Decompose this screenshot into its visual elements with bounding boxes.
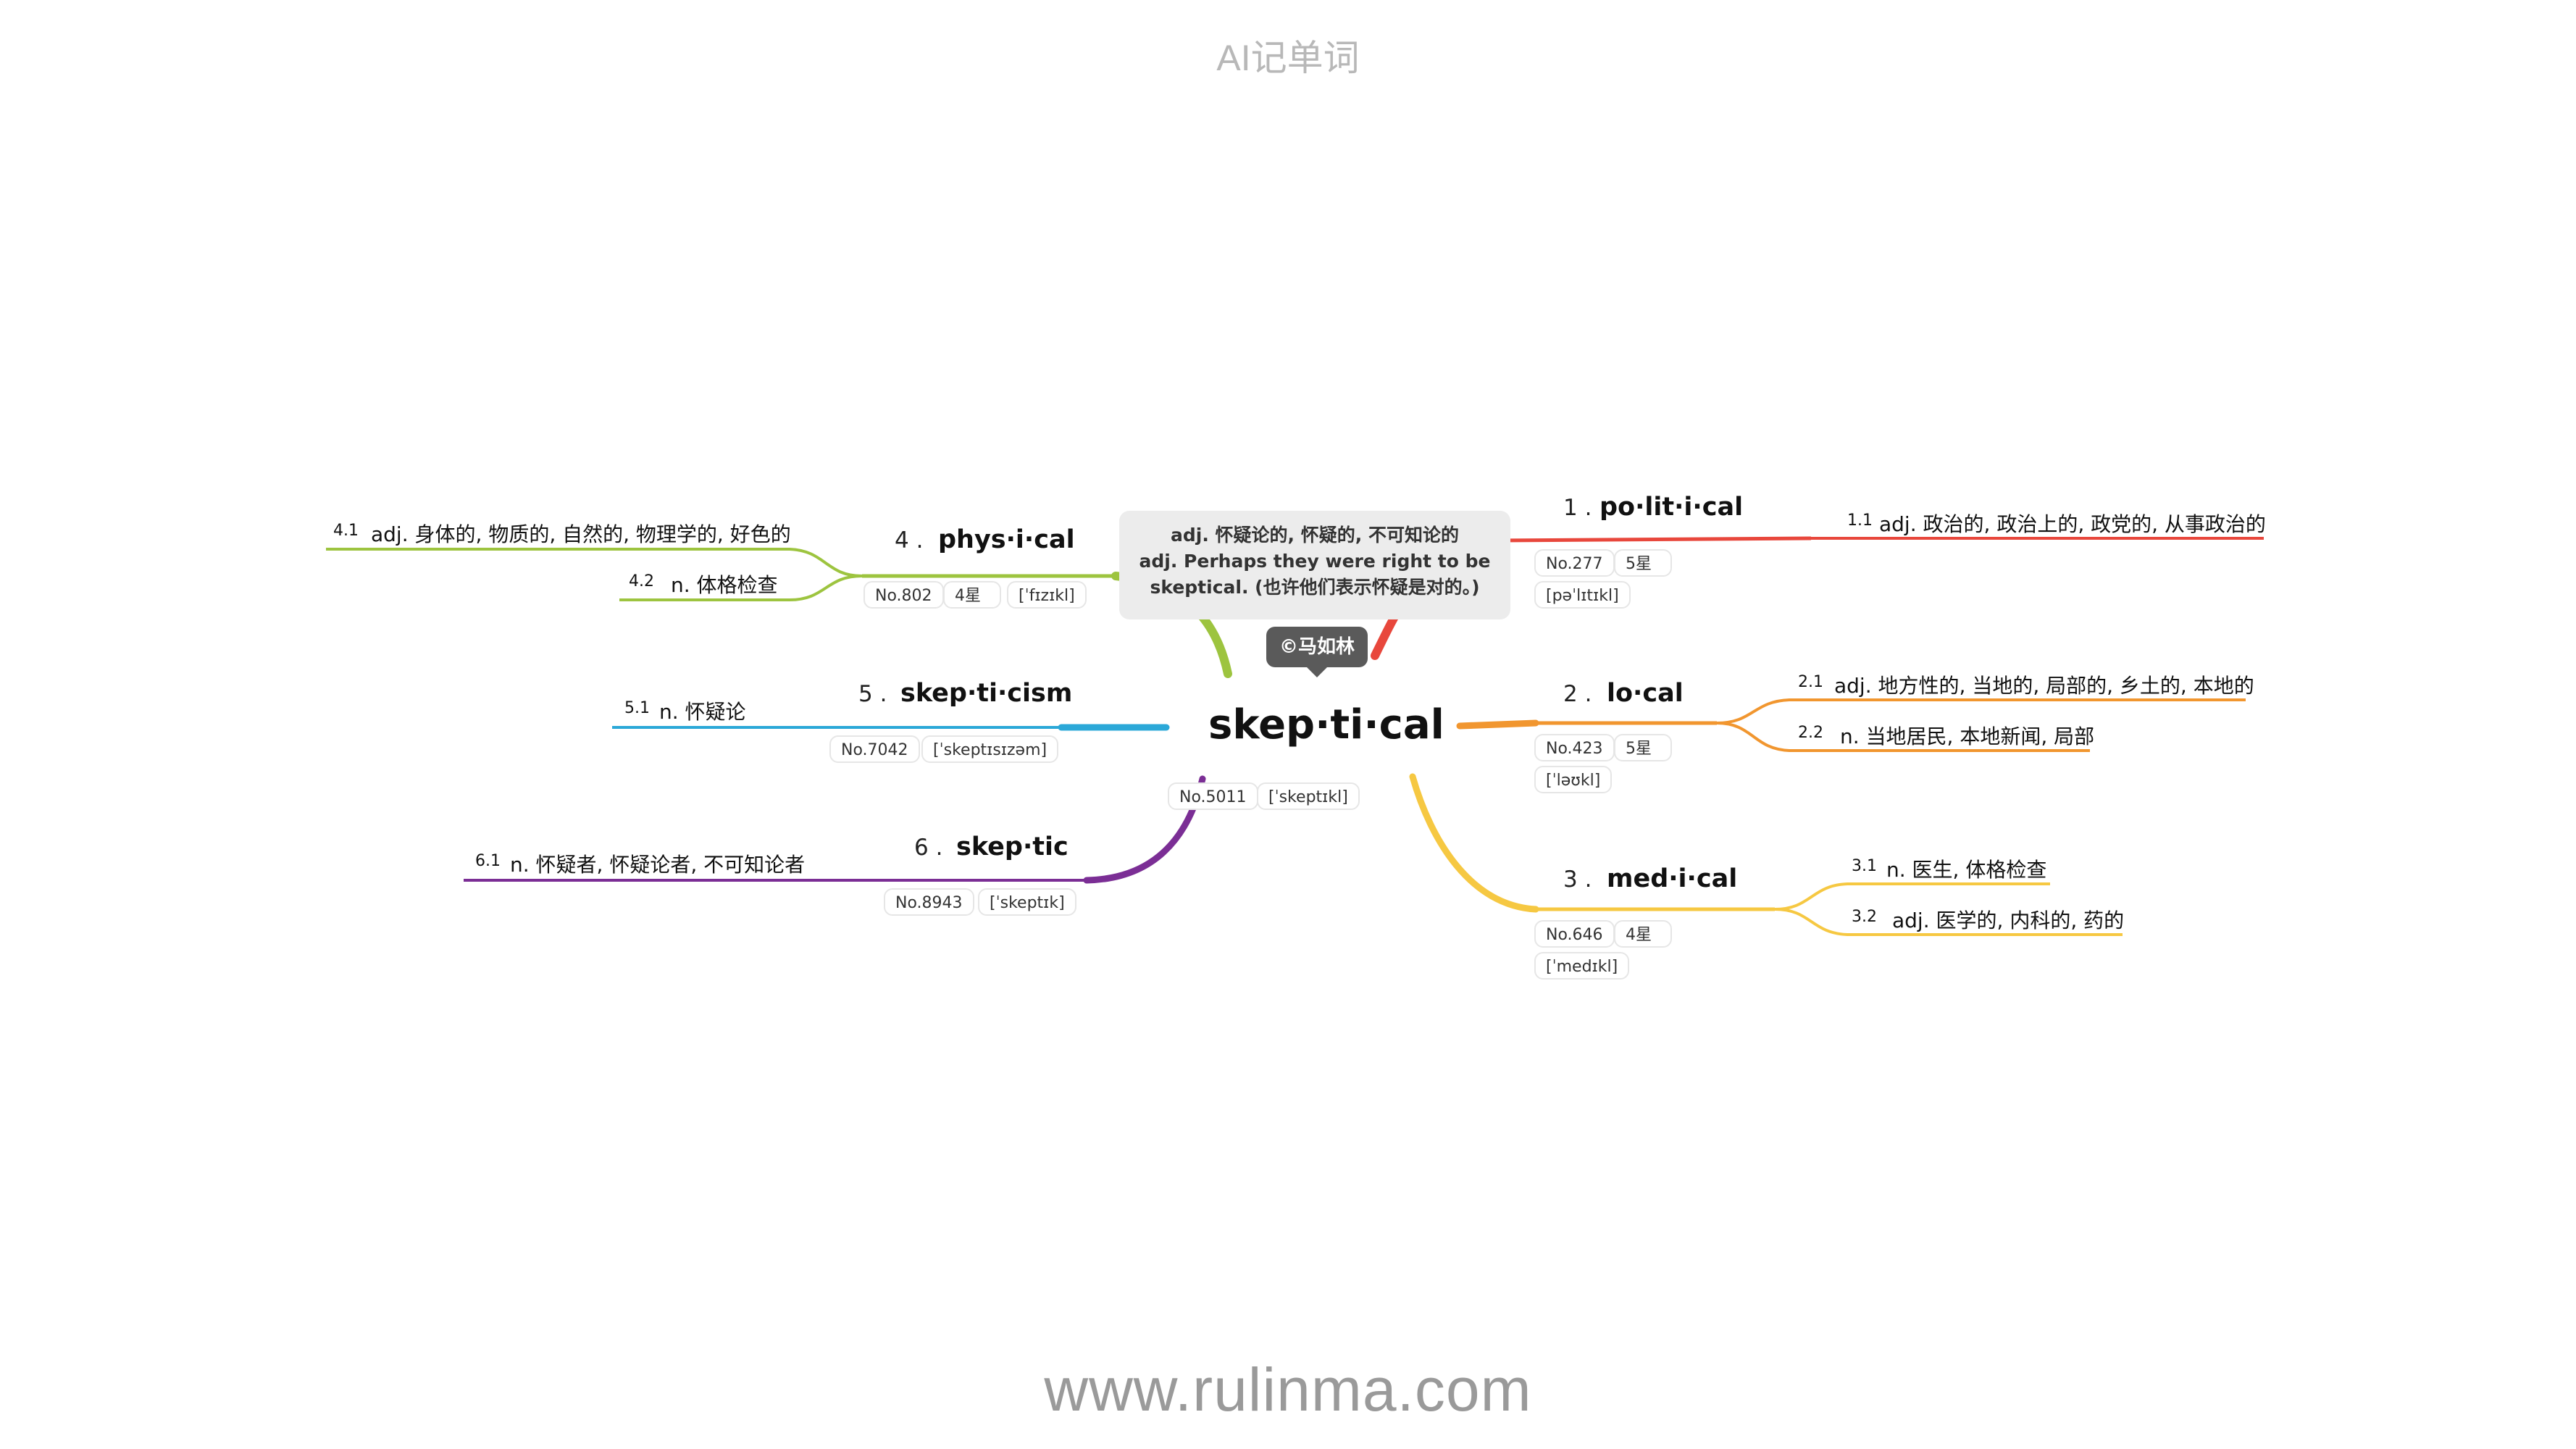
branch-4-phonetic-tag: [ˈfɪzɪkl] — [1007, 581, 1087, 609]
def-edge-3-1 — [1774, 882, 2050, 911]
branch-1-word[interactable]: po·lit·i·cal — [1599, 493, 1744, 522]
center-word[interactable]: skep·ti·cal — [1208, 701, 1444, 748]
branch-5-word[interactable]: skep·ti·cism — [900, 679, 1073, 708]
branch-3-word[interactable]: med·i·cal — [1607, 864, 1738, 893]
def-edge-4-1 — [326, 548, 863, 577]
def-1-1-number: 1.1 — [1847, 511, 1873, 530]
def-2-1-text: adj. 地方性的, 当地的, 局部的, 乡土的, 本地的 — [1834, 674, 2254, 698]
branch-5-phonetic-tag: [ˈskeptɪsɪzəm] — [921, 735, 1059, 763]
def-5-1-number: 5.1 — [624, 699, 650, 717]
def-5-1-text: n. 怀疑论 — [659, 700, 746, 724]
def-4-2-text: n. 体格检查 — [671, 573, 778, 597]
branch-3-stars-tag: 4星 — [1614, 920, 1672, 948]
underline-1 — [1499, 536, 1812, 543]
def-3-2-text: adj. 医学的, 内科的, 药的 — [1892, 909, 2125, 932]
branch-2-number: 2 . — [1563, 681, 1592, 707]
branch-4-stars-tag: 4星 — [943, 581, 1001, 609]
branch-3-number: 3 . — [1563, 867, 1592, 893]
branch-3-phonetic-tag: [ˈmedɪkl] — [1534, 952, 1630, 980]
branch-4-word[interactable]: phys·i·cal — [938, 525, 1075, 554]
branch-6-number: 6 . — [914, 835, 943, 861]
branch-3-no-tag: No.646 — [1534, 920, 1615, 948]
branch-1-number: 1 . — [1563, 495, 1592, 521]
def-4-1-number: 4.1 — [333, 522, 359, 540]
note-line-2: adj. Perhaps they were right to be — [1139, 551, 1491, 572]
note-line-3: skeptical. (也许他们表示怀疑是对的。) — [1150, 577, 1480, 598]
def-3-1-number: 3.1 — [1852, 857, 1877, 875]
def-3-1-text: n. 医生, 体格检查 — [1886, 858, 2047, 882]
def-1-1-text: adj. 政治的, 政治上的, 政党的, 从事政治的 — [1879, 512, 2266, 536]
def-4-1-text: adj. 身体的, 物质的, 自然的, 物理学的, 好色的 — [371, 522, 791, 546]
def-2-1-number: 2.1 — [1798, 673, 1823, 691]
connector-2 — [1456, 719, 1539, 730]
def-2-2-number: 2.2 — [1798, 724, 1823, 742]
branch-6-phonetic-tag: [ˈskeptɪk] — [978, 888, 1076, 916]
def-edge-4-2 — [619, 575, 863, 601]
def-edge-3-2 — [1774, 908, 2123, 936]
def-4-2-number: 4.2 — [629, 572, 654, 590]
copyright-badge: ©马如林 — [1266, 627, 1368, 677]
branch-1-no-tag: No.277 — [1534, 549, 1615, 577]
center-note: adj. 怀疑论的, 怀疑的, 不可知论的 adj. Perhaps they … — [1119, 511, 1510, 619]
branch-4-number: 4 . — [895, 527, 924, 554]
branch-6-no-tag: No.8943 — [884, 888, 974, 916]
def-edge-2-1 — [1716, 698, 2246, 724]
branch-2-stars-tag: 5星 — [1614, 734, 1672, 761]
def-6-1-text: n. 怀疑者, 怀疑论者, 不可知论者 — [510, 853, 806, 877]
footer-url: www.rulinma.com — [1044, 1356, 1532, 1424]
def-edge-2-2 — [1716, 722, 2090, 752]
app-title: AI记单词 — [1216, 38, 1360, 78]
branch-1-stars-tag: 5星 — [1614, 549, 1672, 577]
branch-5-number: 5 . — [858, 681, 887, 707]
center-no-tag: No.5011 — [1168, 782, 1258, 810]
branch-6-word[interactable]: skep·tic — [956, 832, 1069, 861]
def-2-2-text: n. 当地居民, 本地新闻, 局部 — [1840, 724, 2095, 748]
branch-1-phonetic-tag: [pəˈlɪtɪkl] — [1534, 581, 1631, 609]
branch-2-word[interactable]: lo·cal — [1607, 679, 1684, 708]
branch-2-no-tag: No.423 — [1534, 734, 1615, 761]
branch-5-no-tag: No.7042 — [829, 735, 920, 763]
center-phonetic-tag: [ˈskeptɪkl] — [1257, 782, 1360, 810]
branch-2-phonetic-tag: [ˈləʊkl] — [1534, 766, 1613, 793]
connector-3 — [1409, 773, 1539, 913]
def-3-2-number: 3.2 — [1852, 908, 1877, 926]
note-line-1: adj. 怀疑论的, 怀疑的, 不可知论的 — [1171, 525, 1459, 546]
branch-4-no-tag: No.802 — [863, 581, 944, 609]
def-6-1-number: 6.1 — [475, 852, 501, 870]
